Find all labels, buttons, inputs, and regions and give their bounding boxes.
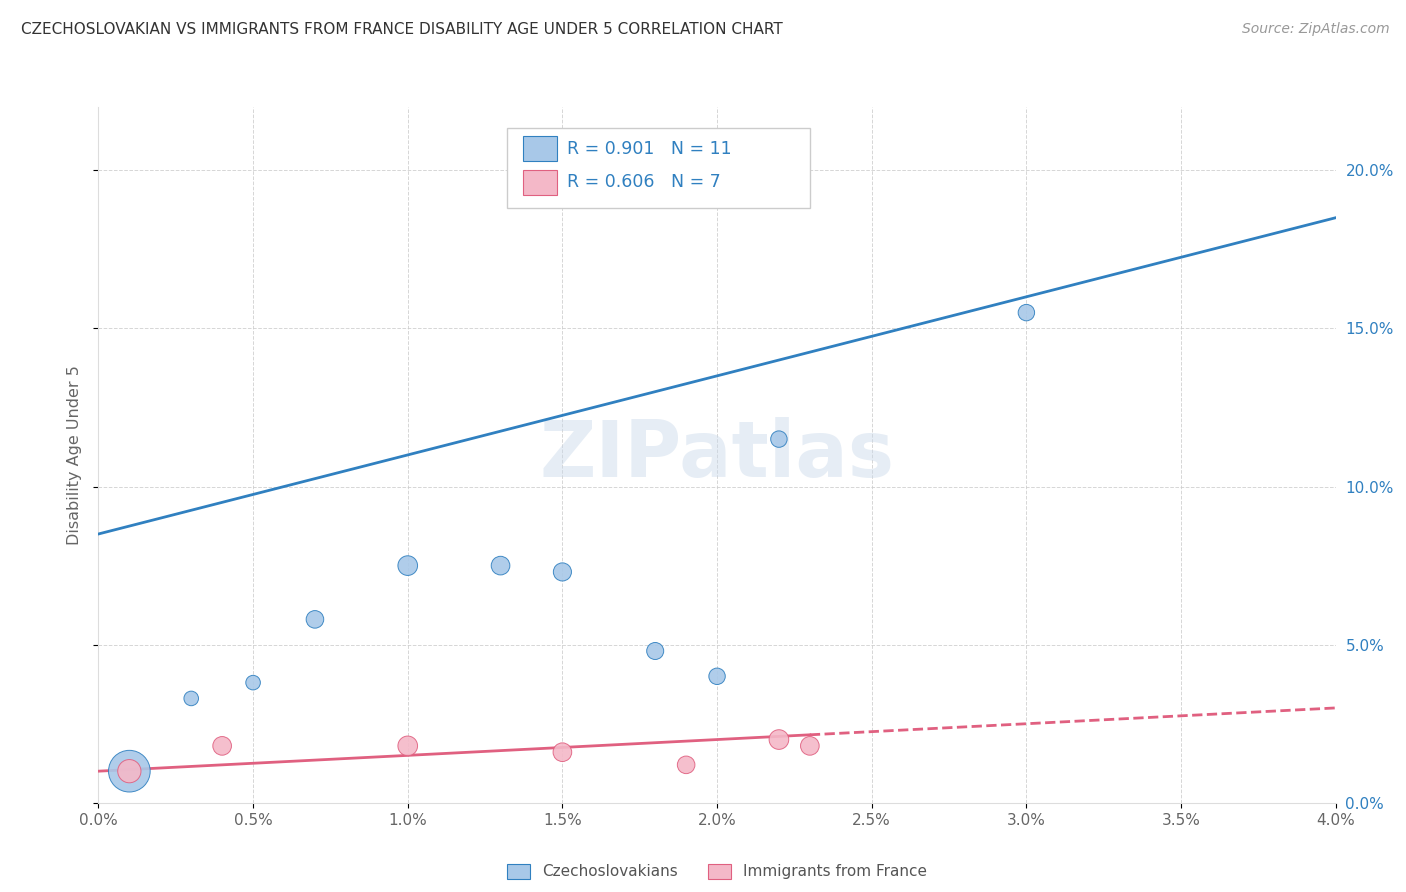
FancyBboxPatch shape bbox=[506, 128, 810, 208]
Text: Source: ZipAtlas.com: Source: ZipAtlas.com bbox=[1241, 22, 1389, 37]
Text: ZIPatlas: ZIPatlas bbox=[540, 417, 894, 493]
Y-axis label: Disability Age Under 5: Disability Age Under 5 bbox=[67, 365, 83, 545]
Point bbox=[1015, 305, 1038, 319]
Point bbox=[304, 612, 326, 626]
Point bbox=[118, 764, 141, 779]
Point bbox=[396, 558, 419, 573]
Legend: Czechoslovakians, Immigrants from France: Czechoslovakians, Immigrants from France bbox=[501, 857, 934, 886]
Point bbox=[551, 565, 574, 579]
Point bbox=[768, 732, 790, 747]
Point bbox=[242, 675, 264, 690]
Point bbox=[489, 558, 512, 573]
Text: CZECHOSLOVAKIAN VS IMMIGRANTS FROM FRANCE DISABILITY AGE UNDER 5 CORRELATION CHA: CZECHOSLOVAKIAN VS IMMIGRANTS FROM FRANC… bbox=[21, 22, 783, 37]
Point bbox=[644, 644, 666, 658]
Point bbox=[118, 764, 141, 779]
Point bbox=[211, 739, 233, 753]
Point bbox=[180, 691, 202, 706]
Point bbox=[706, 669, 728, 683]
Point bbox=[768, 432, 790, 446]
FancyBboxPatch shape bbox=[523, 136, 557, 161]
Text: R = 0.901   N = 11: R = 0.901 N = 11 bbox=[568, 140, 733, 158]
FancyBboxPatch shape bbox=[523, 169, 557, 194]
Point bbox=[799, 739, 821, 753]
Text: R = 0.606   N = 7: R = 0.606 N = 7 bbox=[568, 173, 721, 191]
Point bbox=[396, 739, 419, 753]
Point bbox=[551, 745, 574, 759]
Point bbox=[675, 757, 697, 772]
